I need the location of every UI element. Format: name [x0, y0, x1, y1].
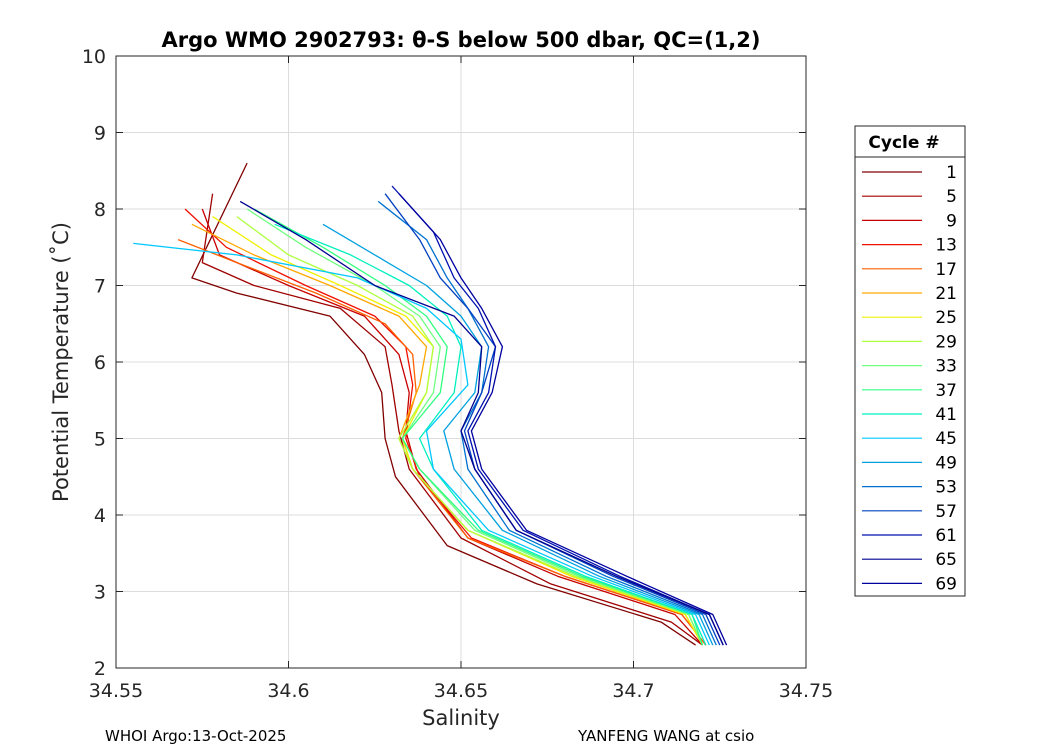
x-tick-label: 34.75: [779, 680, 833, 702]
series-line-cycle-61: [391, 185, 724, 646]
series-line-cycle-37: [253, 208, 704, 646]
y-axis-label: Potential Temperature (˚C): [49, 222, 73, 502]
y-tick-label: 8: [94, 199, 106, 221]
legend-label-69: 69: [935, 574, 957, 594]
series-line-cycle-69: [398, 193, 728, 646]
x-axis-label: Salinity: [422, 706, 500, 730]
legend-label-29: 29: [935, 332, 957, 352]
legend-label-61: 61: [935, 526, 957, 546]
legend-label-9: 9: [946, 211, 957, 231]
y-tick-label: 3: [94, 582, 106, 604]
legend-label-33: 33: [935, 357, 957, 377]
legend-label-13: 13: [935, 236, 957, 256]
series-line-cycle-9: [201, 208, 703, 646]
footer-left: WHOI Argo:13-Oct-2025: [105, 727, 286, 745]
series-line-cycle-5: [201, 193, 703, 646]
axis-ticks: 34.55 34.6 34.65 34.7 34.75 2 3 4 5 6 7 8 9 10: [82, 46, 833, 702]
series-line-cycle-1: [191, 162, 696, 646]
grid: [116, 56, 806, 668]
legend-label-21: 21: [935, 284, 957, 304]
footer-right: YANFENG WANG at csio: [577, 727, 754, 745]
legend-label-65: 65: [935, 550, 957, 570]
legend-label-49: 49: [935, 453, 957, 473]
y-tick-label: 10: [82, 46, 106, 68]
series-lines: [133, 162, 728, 646]
y-tick-label: 9: [94, 123, 106, 145]
x-tick-label: 34.55: [89, 680, 143, 702]
legend-entries: 1 5 9 13 17 21 25 29 33 37 41 45 49 53 57 61 65 69: [862, 163, 957, 594]
legend-label-53: 53: [935, 478, 957, 498]
series-line-cycle-41: [274, 223, 707, 646]
series-line-cycle-33: [246, 208, 704, 646]
legend-label-17: 17: [935, 260, 957, 280]
x-tick-label: 34.7: [612, 680, 654, 702]
series-line-cycle-29: [236, 216, 704, 646]
series-line-cycle-53: [377, 200, 717, 646]
legend: Cycle # 1 5 9 13 17 21 25 29 33 37 41 45 49 53 57 61 65 6…: [854, 125, 966, 597]
series-line-cycle-65: [239, 200, 724, 646]
legend-label-1: 1: [946, 163, 957, 183]
y-tick-label: 5: [94, 429, 106, 451]
chart-title: Argo WMO 2902793: θ-S below 500 dbar, QC…: [162, 28, 761, 52]
x-tick-label: 34.65: [434, 680, 488, 702]
series-line-cycle-45: [133, 242, 710, 646]
legend-label-45: 45: [935, 429, 957, 449]
y-tick-label: 6: [94, 352, 106, 374]
legend-title: Cycle #: [868, 133, 939, 153]
legend-label-57: 57: [935, 502, 957, 522]
legend-label-5: 5: [946, 187, 957, 207]
y-tick-label: 4: [94, 505, 106, 527]
series-line-cycle-25: [212, 216, 704, 646]
x-tick-label: 34.6: [267, 680, 309, 702]
y-tick-label: 7: [94, 276, 106, 298]
legend-label-37: 37: [935, 381, 957, 401]
legend-label-41: 41: [935, 405, 957, 425]
series-line-cycle-49: [322, 223, 714, 646]
legend-box: [854, 125, 966, 597]
series-line-cycle-57: [384, 193, 721, 646]
y-tick-label: 2: [94, 658, 106, 680]
series-line-cycle-17: [177, 238, 707, 646]
legend-label-25: 25: [935, 308, 957, 328]
